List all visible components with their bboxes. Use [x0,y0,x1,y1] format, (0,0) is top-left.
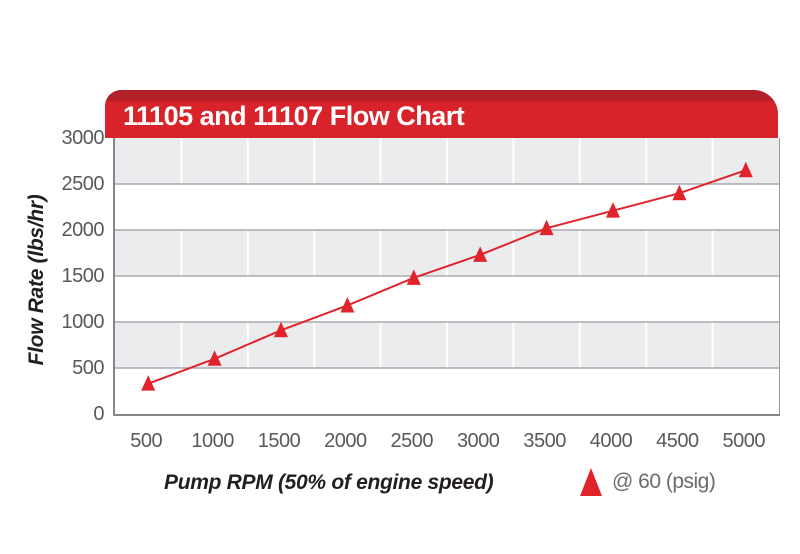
data-point-marker [207,350,222,366]
x-tick-label: 500 [130,430,163,452]
flow-line-chart [115,138,779,414]
y-tick-label: 1000 [61,311,105,333]
legend-label: @ 60 (psig) [612,470,716,493]
triangle-marker-icon [580,468,602,496]
y-tick-label: 2000 [61,219,105,241]
plot-area [113,138,780,416]
chart-title-bar: 11105 and 11107 Flow Chart [105,90,778,138]
x-axis-title: Pump RPM (50% of engine speed) [164,471,494,494]
x-tick-label: 2500 [390,430,434,452]
data-point-marker [141,375,156,391]
data-point-marker [406,269,421,285]
x-tick-label: 4500 [656,430,699,452]
data-point-marker [274,321,288,338]
flow-series-line [147,169,747,385]
legend: @ 60 (psig) [580,468,716,496]
y-tick-label: 0 [93,403,104,425]
y-tick-label: 1500 [61,265,105,287]
data-point-marker [473,246,488,262]
data-point-marker [672,184,687,201]
x-tick-label: 2000 [324,430,367,452]
x-tick-label: 1000 [191,430,234,452]
x-tick-label: 3000 [456,430,500,452]
chart-title: 11105 and 11107 Flow Chart [123,100,465,131]
x-tick-label: 3500 [523,430,566,452]
data-point-marker [738,161,753,178]
x-tick-label: 5000 [722,430,766,452]
data-point-marker [539,219,554,236]
y-tick-label: 3000 [61,127,105,149]
y-tick-label: 2500 [61,173,105,195]
x-tick-label: 1500 [257,430,301,452]
data-point-marker [340,296,355,313]
y-tick-label: 500 [72,357,104,379]
x-tick-label: 4000 [589,430,633,452]
data-point-marker [606,202,620,218]
